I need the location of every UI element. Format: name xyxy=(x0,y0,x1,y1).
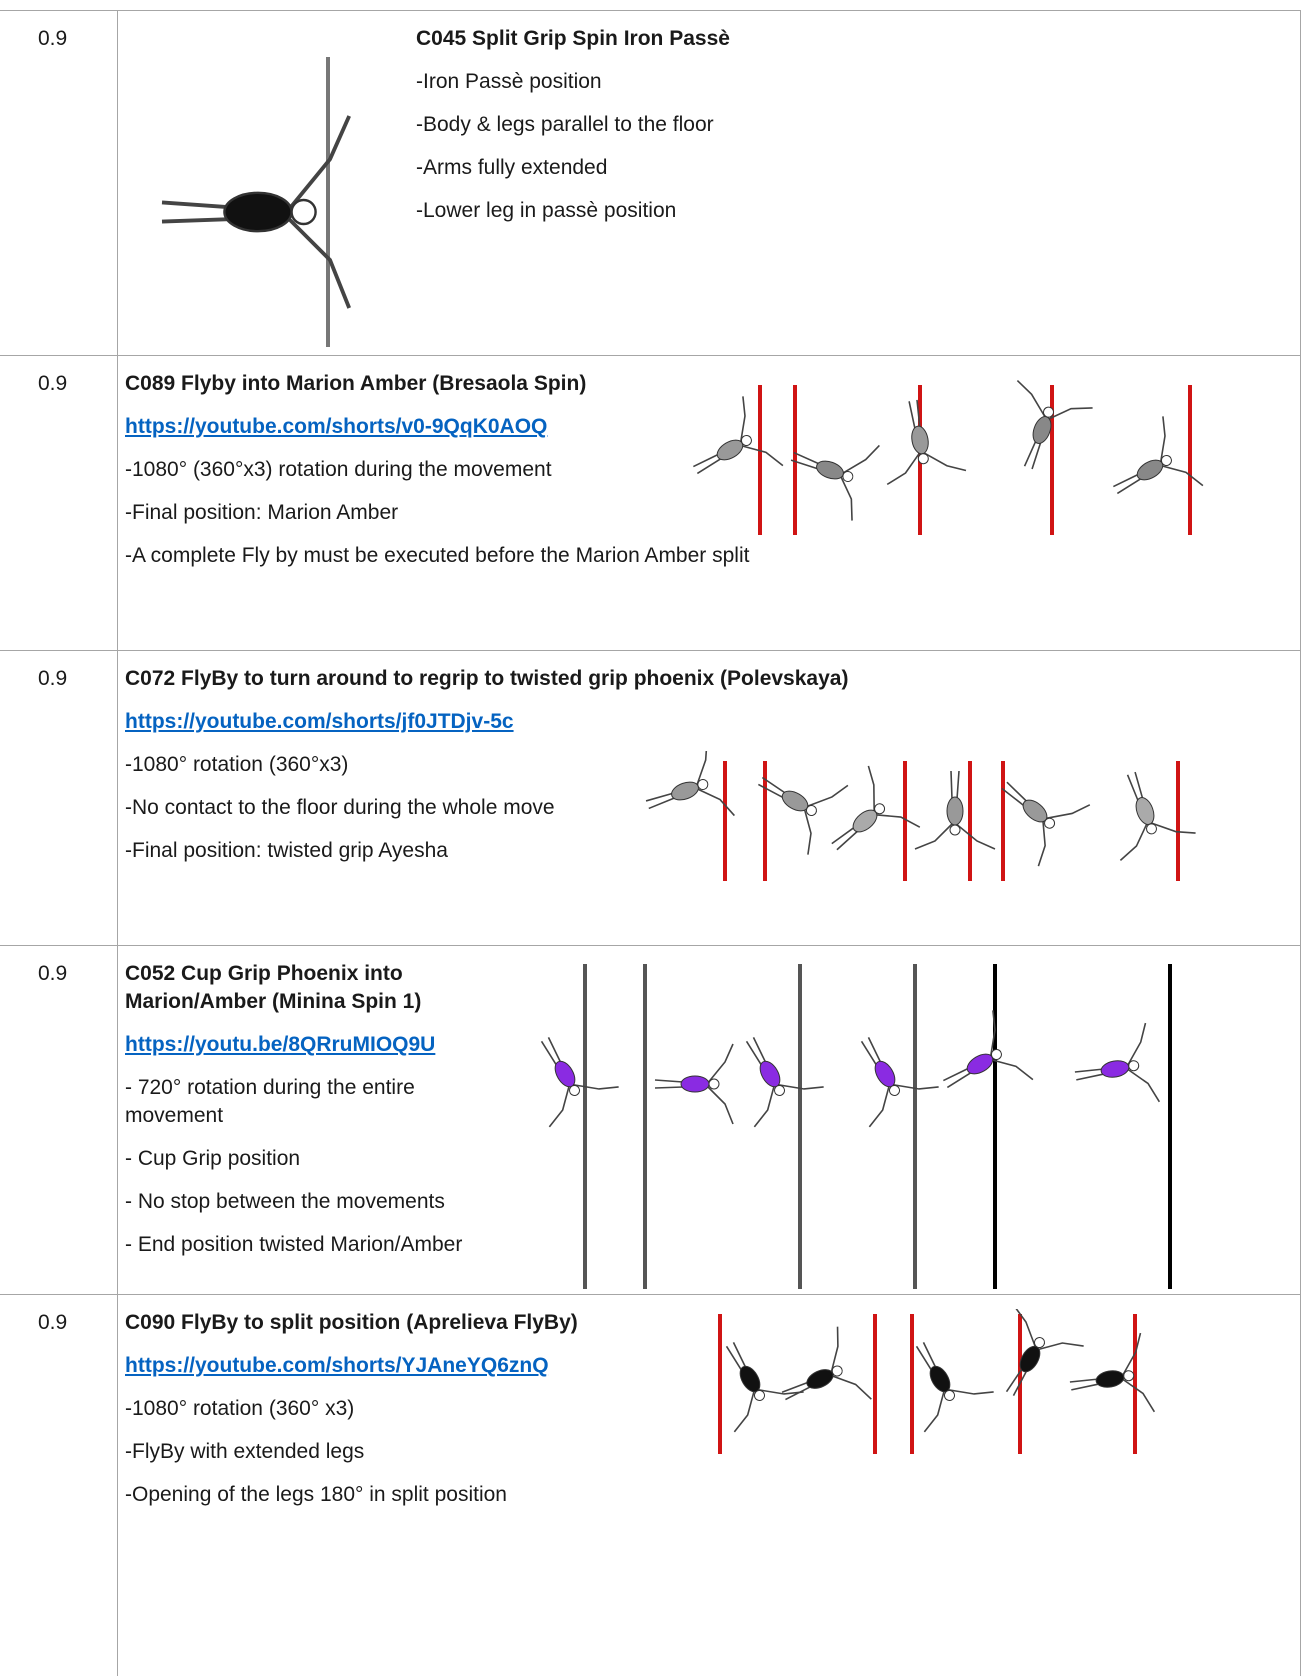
bullet: -Final position: twisted grip Ayesha xyxy=(125,839,448,862)
moves-table: 0.9 C045 Split Grip Spin Iron Passè -Iron … xyxy=(0,10,1301,1676)
bullet: -1080° rotation (360°x3) xyxy=(125,753,349,776)
bullet: -1080° (360°x3) rotation during the move… xyxy=(125,458,552,481)
video-link-row: https://youtube.com/shorts/jf0JTDjv-5c xyxy=(125,708,1290,736)
figure xyxy=(1001,781,1091,867)
figure xyxy=(860,1037,939,1128)
table-row: 0.9 C052 Cup Grip Phoenix into Marion/Amb… xyxy=(0,945,1301,1295)
illustration xyxy=(645,751,1196,881)
figure xyxy=(654,1043,734,1125)
video-link[interactable]: https://youtube.com/shorts/v0-9QqK0AOQ xyxy=(125,415,548,438)
score: 0.9 xyxy=(38,1311,68,1334)
bullet: - No stop between the movements xyxy=(125,1190,445,1213)
bullet: -Final position: Marion Amber xyxy=(125,501,399,524)
table-row: 0.9 C089 Flyby into Marion Amber (Bresaol… xyxy=(0,355,1301,651)
score: 0.9 xyxy=(38,27,68,50)
move-title: C052 Cup Grip Phoenix into Marion/Amber … xyxy=(125,962,422,1013)
figure xyxy=(757,776,849,855)
bullet: -A complete Fly by must be executed befo… xyxy=(125,544,750,567)
score: 0.9 xyxy=(38,962,68,985)
bullet: -Body & legs parallel to the floor xyxy=(416,113,714,136)
figure xyxy=(693,396,784,475)
illustration xyxy=(718,1309,1156,1454)
figure xyxy=(790,444,880,521)
table-row: 0.9 C045 Split Grip Spin Iron Passè -Iron … xyxy=(0,10,1301,356)
figure xyxy=(886,399,967,486)
figure xyxy=(645,751,735,817)
bullet: -FlyBy with extended legs xyxy=(125,1440,365,1463)
bullet: -Arms fully extended xyxy=(416,156,608,179)
score-cell: 0.9 xyxy=(0,1294,118,1676)
description-cell: C090 FlyBy to split position (Aprelieva … xyxy=(117,1294,1301,1676)
figure xyxy=(540,1037,619,1128)
figure xyxy=(915,1342,994,1433)
video-link-row: https://youtube.com/shorts/YJAneYQ6znQ xyxy=(125,1352,1290,1380)
bullet: - Cup Grip position xyxy=(125,1147,301,1170)
score: 0.9 xyxy=(38,372,68,395)
table-row: 0.9 C090 FlyBy to split position (Aprelie… xyxy=(0,1294,1301,1676)
figure xyxy=(1113,416,1204,495)
video-link-row: https://youtube.com/shorts/v0-9QqK0AOQ xyxy=(125,413,1290,441)
video-link[interactable]: https://youtube.com/shorts/YJAneYQ6znQ xyxy=(125,1354,549,1377)
figure xyxy=(914,770,996,850)
bullet: -Iron Passè position xyxy=(416,70,602,93)
table-row: 0.9 C072 FlyBy to turn around to regrip t… xyxy=(0,650,1301,946)
bullet: - 720° rotation during the entire moveme… xyxy=(125,1076,415,1127)
illustration xyxy=(161,57,351,347)
figure xyxy=(1119,771,1196,861)
score: 0.9 xyxy=(38,667,68,690)
video-link[interactable]: https://youtube.com/shorts/jf0JTDjv-5c xyxy=(125,710,514,733)
illustration xyxy=(540,964,1172,1289)
bullet: -1080° rotation (360° x3) xyxy=(125,1397,355,1420)
figure xyxy=(1005,1309,1084,1397)
video-link[interactable]: https://youtu.be/8QRruMIOQ9U xyxy=(125,1033,436,1056)
figure xyxy=(781,1326,872,1401)
move-title: C090 FlyBy to split position (Aprelieva … xyxy=(125,1311,578,1334)
figure xyxy=(1016,380,1093,470)
score-cell: 0.9 xyxy=(0,945,118,1295)
figure xyxy=(725,1342,804,1433)
description-cell: C045 Split Grip Spin Iron Passè -Iron Pas… xyxy=(117,10,1301,356)
score-cell: 0.9 xyxy=(0,10,118,356)
move-title: C072 FlyBy to turn around to regrip to t… xyxy=(125,667,849,690)
bullet: - End position twisted Marion/Amber xyxy=(125,1233,463,1256)
score-cell: 0.9 xyxy=(0,355,118,651)
description-cell: C072 FlyBy to turn around to regrip to t… xyxy=(117,650,1301,946)
figure xyxy=(831,765,921,851)
description-cell: C089 Flyby into Marion Amber (Bresaola S… xyxy=(117,355,1301,651)
figure xyxy=(745,1037,824,1128)
illustration xyxy=(693,380,1204,535)
move-title: C045 Split Grip Spin Iron Passè xyxy=(416,27,730,50)
bullet: -Lower leg in passè position xyxy=(416,199,677,222)
figure xyxy=(1069,1332,1156,1413)
score-cell: 0.9 xyxy=(0,650,118,946)
figure xyxy=(1074,1022,1161,1103)
move-title: C089 Flyby into Marion Amber (Bresaola S… xyxy=(125,372,587,395)
bullet: -Opening of the legs 180° in split posit… xyxy=(125,1483,507,1506)
bullet: -No contact to the floor during the whol… xyxy=(125,796,555,819)
description-cell: C052 Cup Grip Phoenix into Marion/Amber … xyxy=(117,945,1301,1295)
figure xyxy=(943,1010,1034,1089)
video-link-row: https://youtu.be/8QRruMIOQ9U xyxy=(125,1031,1290,1059)
figure xyxy=(161,115,351,309)
